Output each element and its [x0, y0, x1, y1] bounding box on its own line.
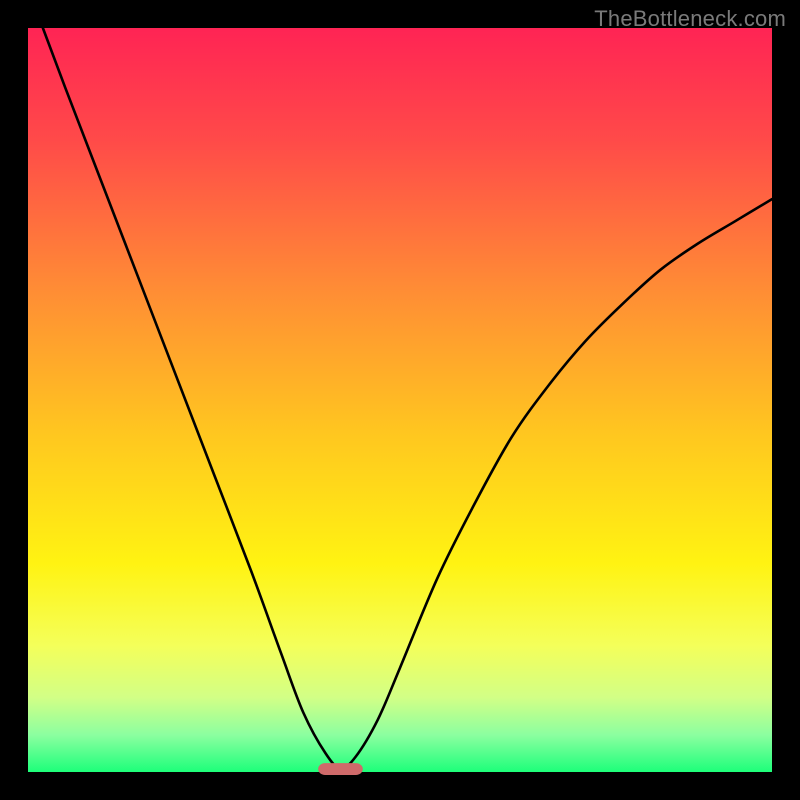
chart-background-gradient: [28, 28, 772, 772]
chart-stage: TheBottleneck.com: [0, 0, 800, 800]
chart-svg: [0, 0, 800, 800]
optimum-marker: [318, 763, 363, 775]
watermark-text: TheBottleneck.com: [594, 6, 786, 32]
